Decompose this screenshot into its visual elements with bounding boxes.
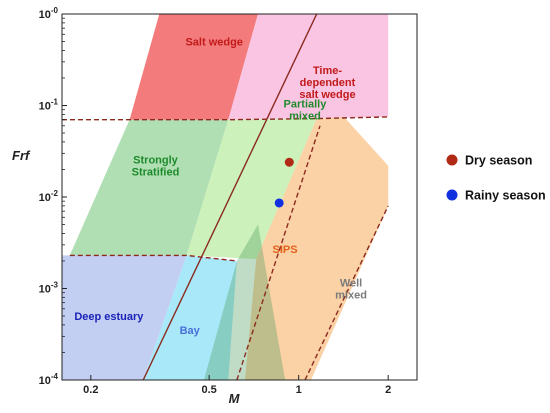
region-2 [69, 119, 229, 256]
y-tick-label-1: 10-3 [39, 281, 59, 296]
x-tick-label-1: 0.5 [202, 384, 217, 396]
boundary-line-2 [69, 254, 237, 262]
region-0 [129, 14, 258, 120]
legend-label-0: Dry season [465, 154, 532, 168]
region-label-3: Partially mixed [284, 99, 328, 123]
region-label-2: Strongly Stratified [132, 155, 180, 179]
tick-layer: 0.2 0.5 1 2 10-4 10-3 10-2 10-1 10-0 [39, 6, 392, 396]
y-tick-label-4: 10-0 [39, 6, 59, 21]
region-label-6: Bay [180, 325, 201, 337]
region-label-0: Salt wedge [185, 37, 242, 49]
region-label-4: SIPS [273, 244, 298, 256]
y-tick-label-2: 10-2 [39, 189, 59, 204]
x-tick-label-2: 1 [296, 384, 302, 396]
y-tick-label-3: 10-1 [39, 98, 59, 113]
x-tick-label-3: 2 [385, 384, 391, 396]
region-layer [62, 14, 389, 380]
region-5 [62, 255, 187, 380]
y-axis-label: Frf [12, 148, 31, 163]
point-dry-season-0 [284, 157, 294, 167]
legend-marker-1 [446, 189, 458, 201]
overlay-0 [203, 224, 286, 380]
boundary-line-3 [236, 125, 321, 380]
boundary-layer [62, 14, 389, 380]
x-tick-label-0: 0.2 [83, 384, 98, 396]
legend-label-1: Rainy season [465, 189, 546, 203]
boundary-line-0 [142, 14, 318, 380]
legend: Dry season Rainy season [446, 154, 546, 203]
region-label-layer: Salt wedge Time-dependent salt wedge Strong… [74, 37, 367, 338]
region-label-5: Deep estuary [74, 311, 144, 323]
y-tick-label-0: 10-4 [39, 372, 59, 387]
region-label-1: Time-dependent salt wedge [299, 65, 355, 101]
point-rainy-season-0 [274, 198, 284, 208]
region-6 [143, 255, 237, 380]
region-4 [245, 116, 389, 380]
region-3 [186, 118, 317, 259]
region-1 [228, 14, 389, 120]
region-label-7: Well mixed [335, 278, 367, 302]
legend-marker-0 [446, 154, 458, 166]
point-layer [274, 157, 294, 208]
boundary-line-4 [304, 205, 389, 380]
x-axis-label: M [229, 391, 241, 406]
